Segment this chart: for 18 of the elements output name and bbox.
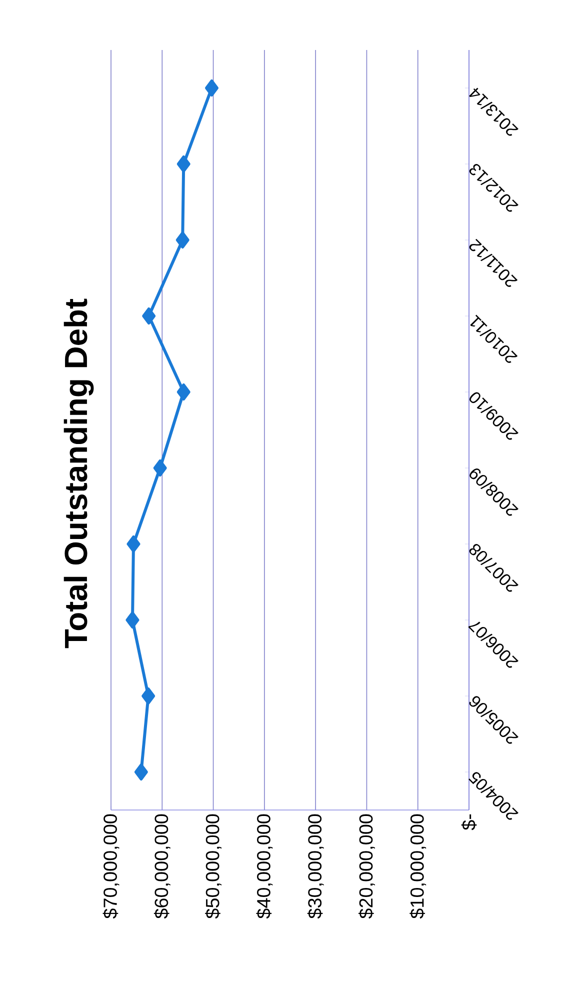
x-tick-label: $70,000,000 bbox=[102, 814, 120, 919]
text: Total Outstanding Debt bbox=[64, 298, 94, 648]
point bbox=[126, 611, 140, 628]
x-tick-label: $20,000,000 bbox=[358, 814, 375, 919]
point bbox=[176, 231, 190, 248]
x-tick-label: $30,000,000 bbox=[307, 814, 324, 919]
point bbox=[176, 155, 190, 172]
point bbox=[176, 383, 190, 400]
x-tick-label: $60,000,000 bbox=[154, 814, 170, 919]
point bbox=[142, 307, 156, 324]
point bbox=[142, 687, 156, 704]
point bbox=[153, 459, 167, 476]
point bbox=[204, 79, 218, 96]
x-tick-label: $10,000,000 bbox=[410, 814, 426, 919]
point bbox=[126, 535, 140, 552]
x-tick-label: $40,000,000 bbox=[256, 814, 273, 919]
x-tick-label: $50,000,000 bbox=[205, 814, 222, 919]
point bbox=[134, 764, 148, 780]
